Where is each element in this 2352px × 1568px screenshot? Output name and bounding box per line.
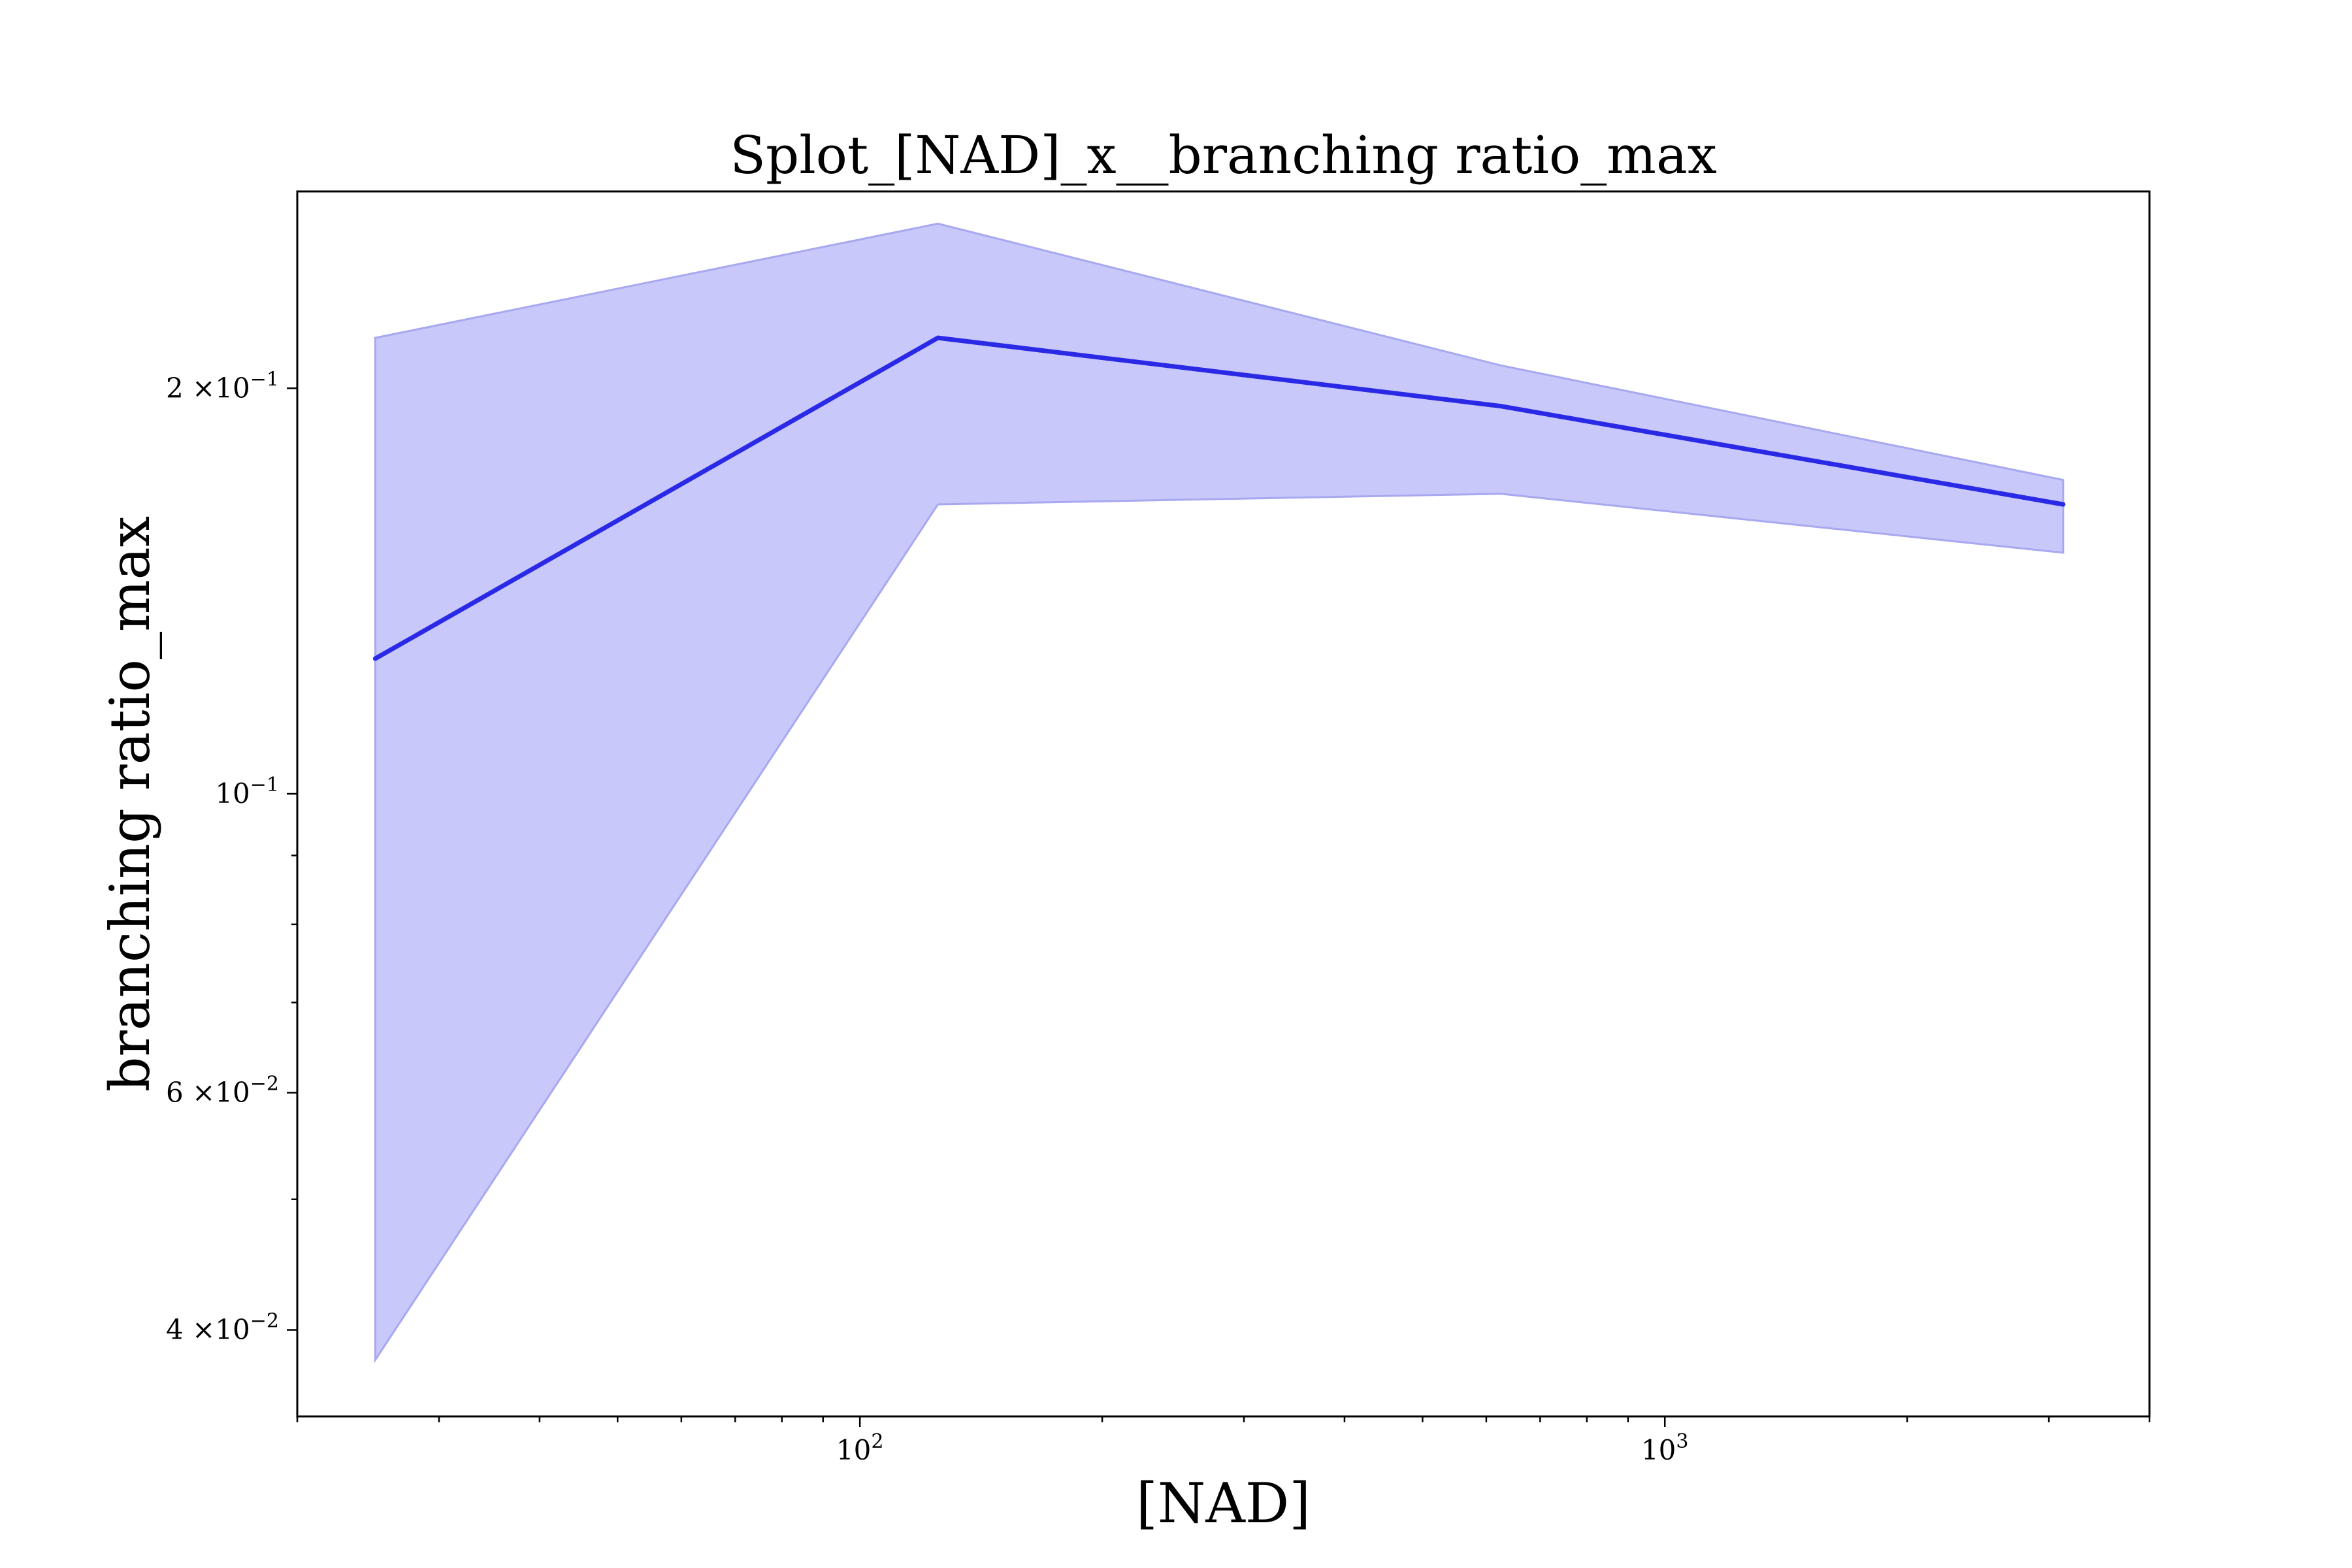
y-axis-label: branching ratio_max <box>98 516 162 1092</box>
y-tick-label: 10−1 <box>215 774 279 809</box>
y-tick-label: 2 ×10−1 <box>166 368 279 404</box>
x-tick-label: 102 <box>836 1430 884 1466</box>
data-point <box>2061 502 2066 507</box>
plot-area <box>372 222 2066 1364</box>
data-point <box>936 335 941 340</box>
data-point <box>1498 404 1503 409</box>
x-tick-label: 103 <box>1641 1430 1689 1466</box>
confidence-band-0 <box>374 222 2065 1364</box>
chart-title: Splot_[NAD]_x__branching ratio_max <box>730 125 1717 186</box>
data-point <box>372 656 378 661</box>
axis-ticks: 102 103 2 ×10−1 10−1 6 ×10−2 4 ×10−2 <box>166 368 2151 1466</box>
plot-frame <box>296 190 2151 1418</box>
series-line-0 <box>374 335 2064 661</box>
x-axis-label: [NAD] <box>1136 1471 1311 1535</box>
y-tick-label: 6 ×10−2 <box>166 1072 279 1108</box>
y-tick-label: 4 ×10−2 <box>166 1310 279 1346</box>
